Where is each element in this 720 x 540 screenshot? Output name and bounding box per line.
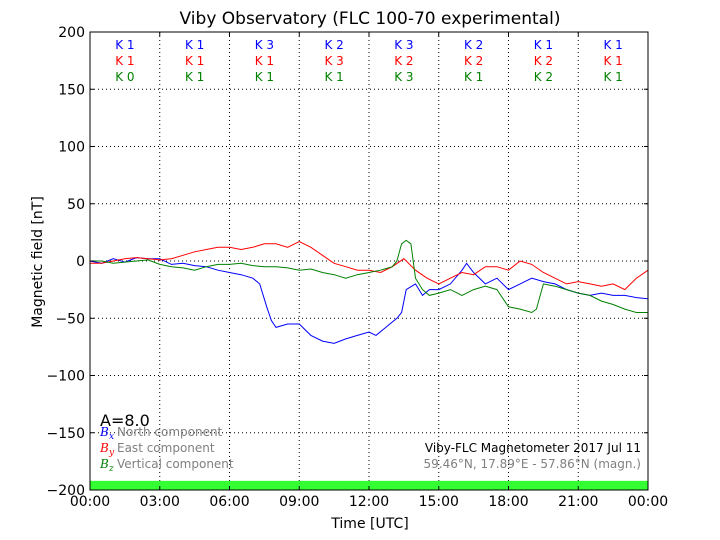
k-index-label: K 0: [115, 70, 134, 84]
series-line: [89, 257, 649, 344]
series-line: [90, 240, 649, 291]
x-tick-label: 03:00: [140, 494, 180, 510]
k-index-label: K 2: [394, 54, 413, 68]
x-tick-label: 00:00: [70, 494, 110, 510]
plot-frame: [89, 31, 649, 491]
k-index-label: K 1: [255, 70, 274, 84]
x-tick-label: 18:00: [488, 494, 528, 510]
legend-symbol: B: [99, 425, 109, 439]
x-tick-label: 06:00: [209, 494, 249, 510]
legend-subscript: x: [109, 432, 114, 442]
k-index-label: K 1: [185, 70, 204, 84]
y-tick-label: −50: [55, 311, 85, 327]
k-index-label: K 2: [534, 54, 553, 68]
y-tick-label: 200: [58, 25, 85, 41]
legend-subscript: z: [108, 464, 114, 474]
y-tick-label: −200: [47, 483, 85, 499]
grid: [89, 31, 649, 491]
legend-symbol: B: [99, 441, 109, 455]
k-index-label: K 1: [185, 54, 204, 68]
y-tick-label: 0: [76, 254, 85, 270]
legend-label: East component: [117, 441, 215, 455]
x-tick-label: 15:00: [419, 494, 459, 510]
k-index-label: K 3: [255, 38, 274, 52]
legend-label: North component: [117, 425, 223, 439]
y-tick-label: 100: [58, 140, 85, 156]
x-axis-label: Time [UTC]: [330, 516, 408, 532]
chart-title: Viby Observatory (FLC 100-70 experimenta…: [180, 9, 561, 29]
k-index-label: K 2: [464, 54, 483, 68]
info-title: Viby-FLC Magnetometer 2017 Jul 11: [425, 441, 641, 455]
a-index-label: A=8.0: [100, 411, 150, 430]
series-lines: [89, 239, 649, 344]
k-index-label: K 1: [603, 38, 622, 52]
k-index-label: K 1: [603, 54, 622, 68]
k-index-label: K 2: [534, 70, 553, 84]
y-tick-label: −150: [47, 426, 85, 442]
axis-ticks: 00:00 03:00 06:00 09:00 12:00 15:00 18:00 21:00…: [47, 25, 669, 510]
y-axis-label: Magnetic field [nT]: [30, 196, 46, 328]
k-index-label: K 3: [394, 70, 413, 84]
x-tick-label: 00:00: [628, 494, 668, 510]
k-index-label: K 2: [464, 38, 483, 52]
y-tick-label: −100: [47, 369, 85, 385]
series-line: [90, 239, 648, 314]
y-tick-label: 150: [58, 82, 85, 98]
k-index-label: K 2: [324, 38, 343, 52]
k-index-label: K 1: [603, 70, 622, 84]
activity-band-bar: [90, 480, 648, 490]
k-index-label: K 1: [185, 38, 204, 52]
x-tick-label: 09:00: [279, 494, 319, 510]
y-tick-label: 50: [67, 197, 85, 213]
k-index-label: K 1: [115, 54, 134, 68]
k-index-table: K 1 K 1 K 3 K 2 K 3 K 2 K 1 K 1 K 1 K 1 K 1 K 3 K 2 K…: [115, 38, 623, 84]
x-tick-label: 21:00: [558, 494, 598, 510]
k-index-label: K 1: [115, 38, 134, 52]
x-tick-label: 12:00: [349, 494, 389, 510]
k-index-label: K 3: [324, 54, 343, 68]
legend-symbol: B: [99, 457, 109, 471]
info-coordinates: 59.46°N, 17.89°E - 57.86°N (magn.): [424, 457, 641, 471]
k-index-label: K 1: [324, 70, 343, 84]
k-index-label: K 3: [394, 38, 413, 52]
activity-band: [90, 480, 648, 490]
k-index-label: K 1: [255, 54, 274, 68]
legend-label: Vertical component: [117, 457, 234, 471]
k-index-label: K 1: [534, 38, 553, 52]
legend-subscript: y: [108, 448, 115, 458]
k-index-label: K 1: [464, 70, 483, 84]
